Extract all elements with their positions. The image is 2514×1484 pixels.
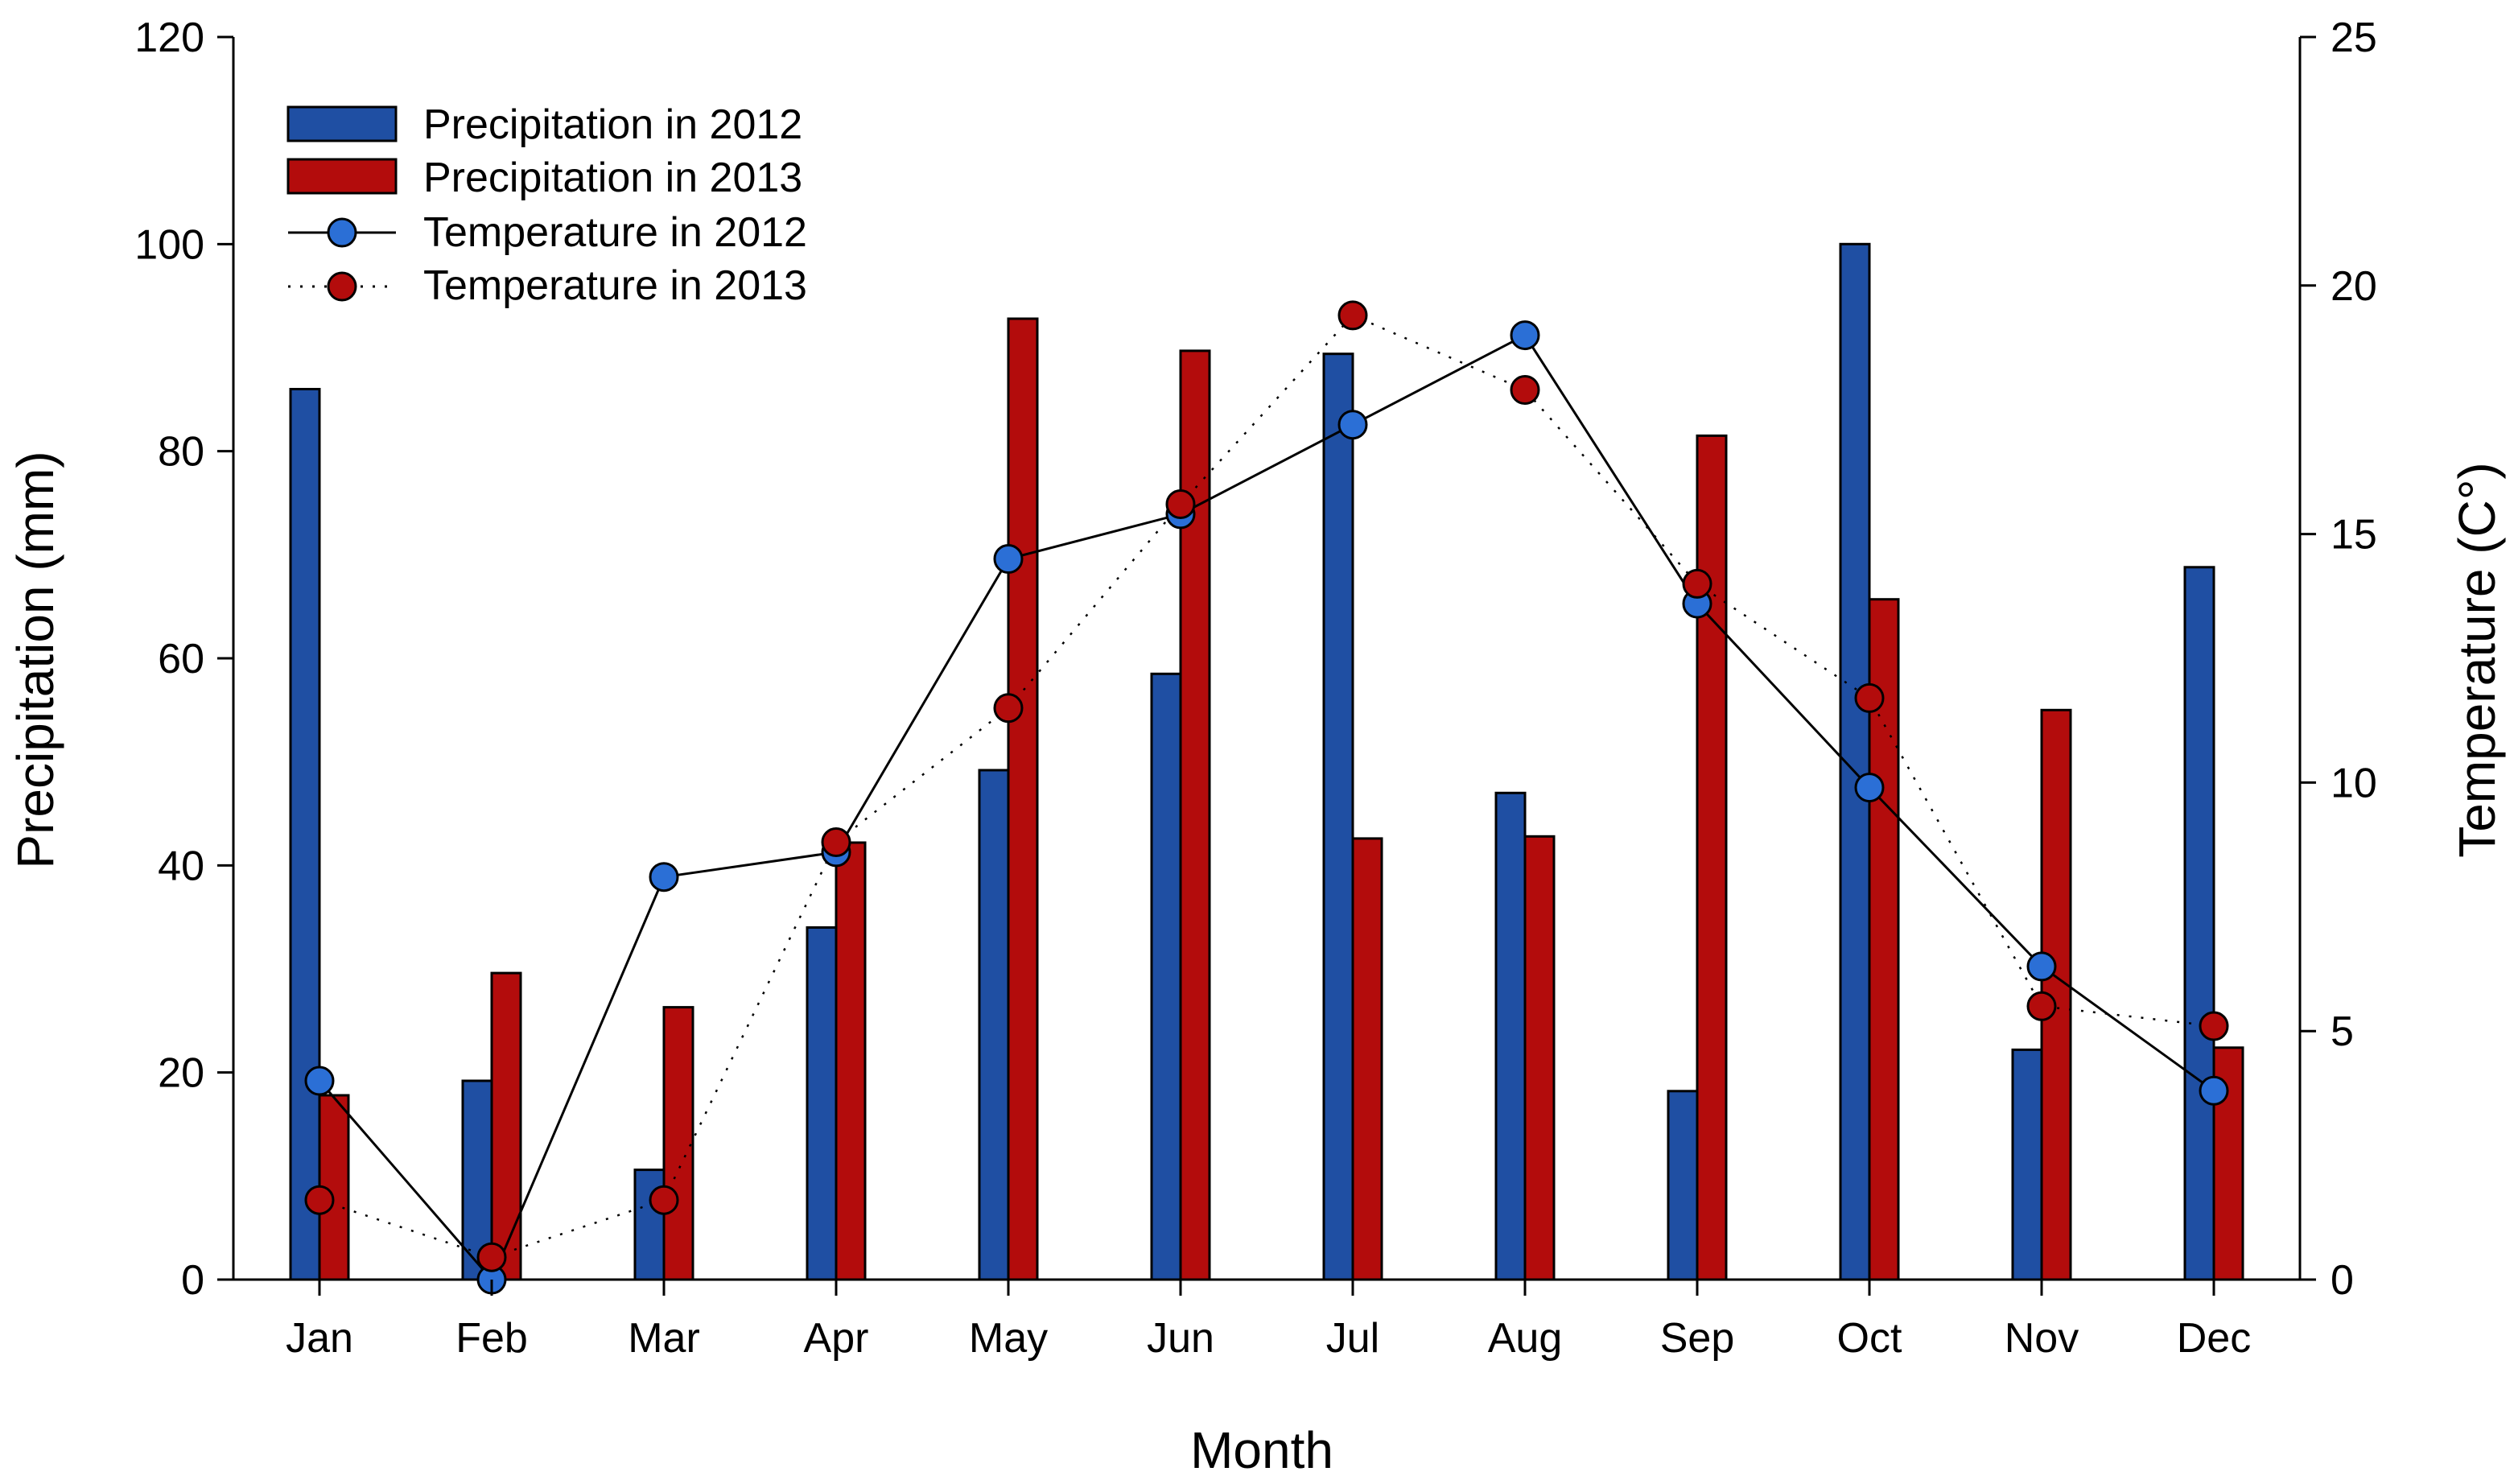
y-tick-label: 20 [158,1050,204,1097]
y-tick-label: 120 [134,14,204,61]
x-tick-label: Feb [455,1315,528,1362]
marker-temp-2012-nov [2026,951,2057,982]
x-tick-label: Dec [2177,1315,2251,1362]
legend-label-precip-2013: Precipitation in 2013 [423,155,802,201]
legend: Precipitation in 2012 Precipitation in 2… [286,101,807,309]
axes: 0 20 40 60 80 100 120 0 5 10 15 20 25 Jan Feb Mar Apr May… [134,14,2377,1362]
x-tick-label: Apr [804,1315,869,1362]
y-axis-title: Precipitation (mm) [6,451,64,868]
bar-precip-2012-apr [806,926,838,1281]
y2-tick-label: 0 [2331,1257,2354,1304]
bar-precip-2012-sep [1667,1090,1699,1281]
bar-precip-2012-nov [2011,1048,2043,1281]
marker-temp-2013-jun [1165,489,1196,519]
marker-temp-2013-sep [1682,568,1712,599]
x-tick-label: Mar [628,1315,700,1362]
bar-precip-2012-jun [1150,672,1182,1281]
marker-temp-2013-apr [821,827,851,857]
bar-precip-2013-jul [1351,837,1383,1281]
x-tick-label: Jul [1326,1315,1379,1362]
line-temp-2012 [318,333,2215,1282]
bar-precip-2012-jul [1322,352,1354,1281]
y-tick-label: 100 [134,221,204,268]
marker-temp-2012-oct [1854,773,1885,803]
y2-axis-title: Temperature (C°) [2448,462,2506,858]
marker-temp-2013-oct [1854,682,1885,713]
temperature-lines [304,300,2229,1295]
marker-temp-2013-jan [304,1185,335,1215]
marker-temp-2013-dec [2199,1011,2229,1041]
marker-temp-2012-aug [1510,320,1540,351]
marker-temp-2013-jul [1337,300,1368,331]
legend-label-precip-2012: Precipitation in 2012 [423,101,802,148]
bar-precip-2012-aug [1494,791,1527,1281]
legend-swatch-precip-2012 [286,105,398,142]
y-tick-label: 80 [158,429,204,476]
legend-label-temp-2013: Temperature in 2013 [423,262,807,309]
x-tick-label: Oct [1837,1315,1902,1362]
bar-precip-2012-jan [289,388,321,1281]
legend-marker-temp-2013 [327,271,357,302]
y-tick-label: 60 [158,636,204,682]
x-tick-label: Nov [2005,1315,2079,1362]
marker-temp-2012-jul [1337,410,1368,440]
bar-precip-2012-may [978,769,1010,1281]
x-tick-label: Jun [1147,1315,1214,1362]
bar-precip-2013-aug [1523,835,1556,1281]
bar-precip-2013-mar [662,1006,694,1281]
bars [289,242,2244,1281]
marker-temp-2013-mar [649,1185,679,1215]
legend-label-temp-2012: Temperature in 2012 [423,209,807,256]
x-tick-label: Aug [1488,1315,1563,1362]
y2-tick-label: 25 [2331,14,2377,61]
y2-tick-label: 15 [2331,512,2377,559]
marker-temp-2012-jan [304,1066,335,1096]
bar-precip-2012-oct [1839,242,1871,1281]
x-axis-title: Month [1190,1421,1333,1479]
marker-temp-2012-mar [649,862,679,892]
y-tick-label: 0 [181,1257,204,1304]
y2-tick-label: 5 [2331,1008,2354,1055]
marker-temp-2013-may [993,693,1024,723]
bar-precip-2013-feb [490,971,522,1281]
marker-temp-2013-aug [1510,375,1540,405]
marker-temp-2012-dec [2199,1075,2229,1106]
y2-tick-label: 10 [2331,760,2377,806]
marker-temp-2012-may [993,544,1024,574]
marker-temp-2013-feb [476,1242,507,1272]
bar-precip-2013-oct [1868,598,1900,1281]
y2-tick-label: 20 [2331,263,2377,310]
x-tick-label: Sep [1660,1315,1735,1362]
legend-marker-temp-2012 [327,217,357,248]
marker-temp-2013-nov [2026,991,2057,1021]
x-tick-label: May [969,1315,1048,1362]
legend-swatch-precip-2013 [286,158,398,195]
bar-precip-2013-apr [835,841,867,1281]
x-tick-label: Jan [286,1315,353,1362]
bar-precip-2013-may [1007,317,1039,1281]
bar-precip-2013-sep [1696,434,1728,1281]
y-tick-label: 40 [158,843,204,889]
bar-precip-2012-dec [2183,566,2215,1281]
